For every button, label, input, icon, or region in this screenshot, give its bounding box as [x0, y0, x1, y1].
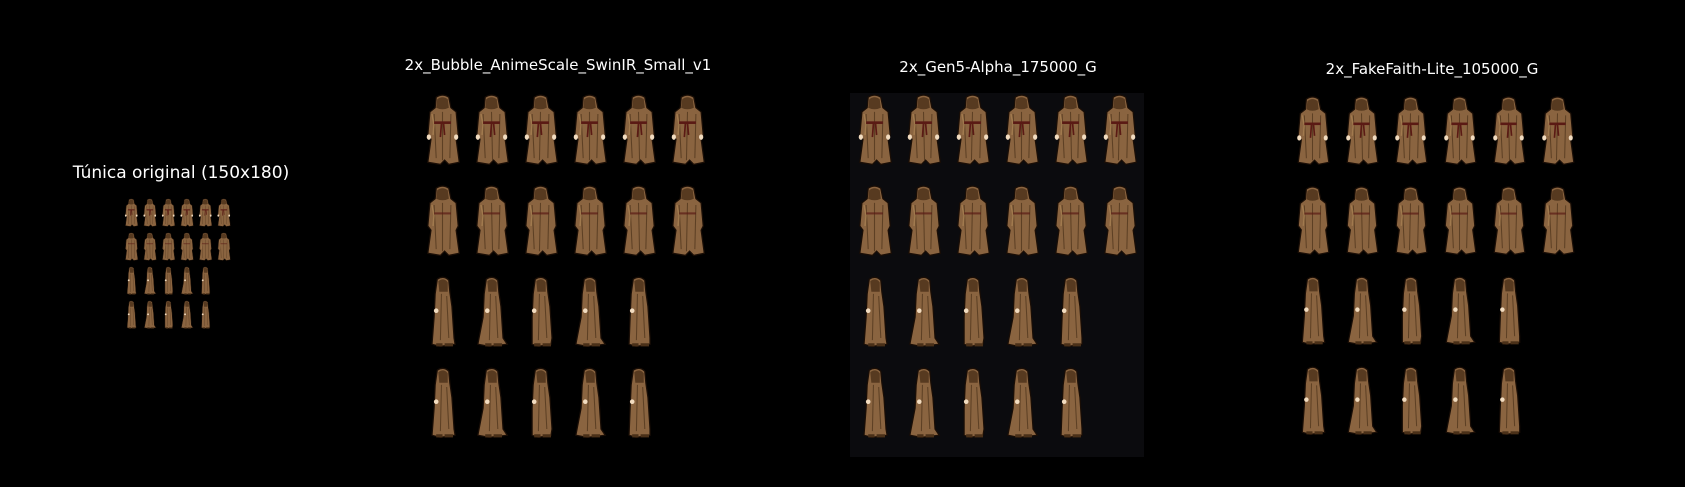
sprite-frame-back-r2-f3: [957, 185, 991, 257]
sprite-frame-front-r1-f1: [858, 94, 893, 166]
sprite-frame-side-r3-f2: [143, 266, 157, 295]
sprite-frame-front-r1-f4: [180, 198, 194, 227]
sprite-frame-front-r1-f1: [426, 94, 461, 166]
sprite-frame-back-r2-f6: [1104, 185, 1138, 257]
sprite-frame-front-r1-f4: [1444, 96, 1477, 166]
sprite-frame-side-r4-f5: [201, 300, 211, 329]
sprite-frame-front-r1-f3: [956, 94, 991, 166]
sprite-frame-back-r2-f1: [1297, 186, 1330, 256]
sprite-frame-back-r2-f2: [1346, 186, 1379, 256]
sprite-frame-side-r4-f1: [126, 300, 137, 329]
sprite-frame-front-r1-f2: [907, 94, 942, 166]
sprite-frame-back-r2-f1: [859, 185, 893, 257]
sprite-frame-side-r4-f4: [1007, 367, 1039, 439]
sprite-frame-side-r4-f3: [164, 300, 174, 329]
sprite-frame-back-r2-f5: [623, 185, 657, 257]
sprite-frame-side-r4-f1: [431, 367, 456, 439]
sprite-frame-side-r4-f2: [1347, 366, 1378, 435]
sprite-frame-side-r4-f2: [143, 300, 157, 329]
sprite-frame-side-r3-f4: [180, 266, 194, 295]
sprite-frame-back-r2-f5: [1055, 185, 1089, 257]
sprite-frame-front-r1-f5: [1054, 94, 1089, 166]
sprite-frame-side-r3-f1: [126, 266, 137, 295]
panel-caption-gen5: 2x_Gen5-Alpha_175000_G: [899, 58, 1097, 76]
sprite-frame-side-r3-f5: [628, 276, 651, 348]
sprite-frame-side-r3-f4: [575, 276, 607, 348]
sprite-frame-back-r2-f3: [525, 185, 559, 257]
sprite-frame-side-r3-f4: [1007, 276, 1039, 348]
sprite-sheet-fakefaith: [1288, 95, 1582, 455]
sprite-frame-back-r2-f2: [908, 185, 942, 257]
sprite-frame-back-r2-f6: [217, 232, 231, 261]
sprite-frame-front-r1-f6: [217, 198, 231, 227]
sprite-frame-side-r4-f1: [863, 367, 888, 439]
sprite-sheet-original: [122, 198, 233, 334]
sprite-frame-back-r2-f3: [1395, 186, 1428, 256]
sprite-frame-side-r3-f3: [963, 276, 985, 348]
sprite-frame-side-r3-f2: [909, 276, 941, 348]
sprite-frame-front-r1-f4: [1005, 94, 1040, 166]
sprite-frame-back-r2-f3: [162, 232, 176, 261]
sprite-frame-side-r3-f5: [201, 266, 211, 295]
sprite-frame-back-r2-f4: [1006, 185, 1040, 257]
sprite-frame-front-r1-f5: [198, 198, 213, 227]
sprite-frame-back-r2-f4: [1444, 186, 1477, 256]
sprite-frame-back-r2-f6: [672, 185, 706, 257]
sprite-frame-back-r2-f1: [427, 185, 461, 257]
sprite-frame-side-r3-f3: [1401, 276, 1423, 345]
sprite-frame-back-r2-f6: [1542, 186, 1575, 256]
sprite-frame-side-r3-f1: [1301, 276, 1326, 345]
sprite-frame-front-r1-f6: [1103, 94, 1138, 166]
sprite-frame-side-r3-f2: [477, 276, 509, 348]
sprite-frame-front-r1-f1: [1297, 96, 1330, 166]
panel-caption-original: Túnica original (150x180): [72, 163, 290, 183]
sprite-frame-front-r1-f6: [1542, 96, 1575, 166]
sprite-frame-side-r4-f5: [1498, 366, 1521, 435]
sheet-backdrop: [850, 93, 1144, 457]
sprite-frame-front-r1-f2: [475, 94, 510, 166]
sprite-frame-front-r1-f3: [161, 198, 176, 227]
sprite-frame-side-r4-f4: [575, 367, 607, 439]
sprite-frame-back-r2-f4: [574, 185, 608, 257]
sprite-frame-front-r1-f1: [124, 198, 139, 227]
sprite-frame-side-r4-f2: [477, 367, 509, 439]
sprite-frame-side-r3-f5: [1060, 276, 1083, 348]
panel-caption-bubble: 2x_Bubble_AnimeScale_SwinIR_Small_v1: [404, 56, 712, 74]
sprite-frame-side-r4-f5: [1060, 367, 1083, 439]
sprite-frame-front-r1-f2: [143, 198, 157, 227]
sprite-frame-side-r4-f4: [180, 300, 194, 329]
panel-caption-fakefaith: 2x_FakeFaith-Lite_105000_G: [1325, 60, 1539, 78]
sprite-frame-side-r3-f1: [863, 276, 888, 348]
sprite-frame-side-r4-f3: [531, 367, 553, 439]
sprite-frame-side-r4-f4: [1445, 366, 1476, 435]
sprite-frame-back-r2-f5: [199, 232, 213, 261]
sprite-frame-side-r3-f3: [164, 266, 174, 295]
sprite-frame-side-r4-f1: [1301, 366, 1326, 435]
sprite-sheet-bubble: [418, 93, 712, 457]
sprite-frame-back-r2-f1: [125, 232, 139, 261]
sprite-frame-side-r4-f3: [963, 367, 985, 439]
sprite-frame-back-r2-f2: [143, 232, 157, 261]
sprite-frame-front-r1-f5: [1493, 96, 1526, 166]
sprite-frame-side-r4-f2: [909, 367, 941, 439]
sprite-sheet-gen5: [850, 93, 1144, 457]
sprite-frame-back-r2-f2: [476, 185, 510, 257]
sprite-frame-front-r1-f5: [622, 94, 657, 166]
sprite-frame-back-r2-f4: [180, 232, 194, 261]
sprite-frame-side-r3-f3: [531, 276, 553, 348]
sprite-frame-side-r3-f2: [1347, 276, 1378, 345]
sprite-frame-front-r1-f3: [1395, 96, 1428, 166]
sprite-frame-front-r1-f3: [524, 94, 559, 166]
sprite-frame-side-r4-f5: [628, 367, 651, 439]
sprite-frame-back-r2-f5: [1493, 186, 1526, 256]
sprite-frame-front-r1-f2: [1346, 96, 1379, 166]
sprite-frame-side-r3-f1: [431, 276, 456, 348]
sprite-frame-front-r1-f4: [573, 94, 608, 166]
sprite-frame-front-r1-f6: [671, 94, 706, 166]
sprite-frame-side-r3-f5: [1498, 276, 1521, 345]
sprite-frame-side-r3-f4: [1445, 276, 1476, 345]
sprite-frame-side-r4-f3: [1401, 366, 1423, 435]
